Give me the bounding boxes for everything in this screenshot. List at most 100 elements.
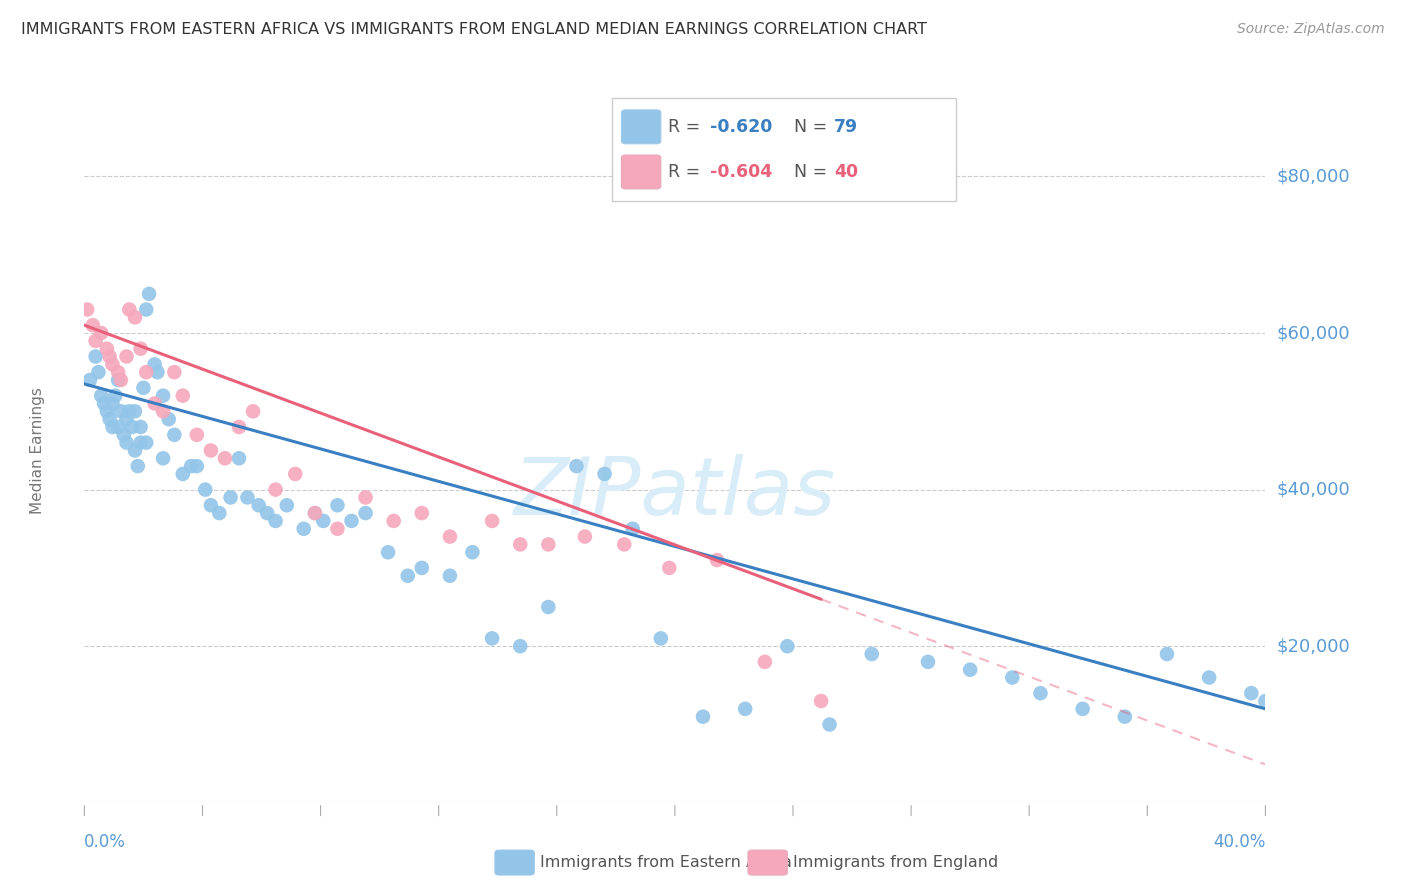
Point: [959, 663, 981, 677]
Point: [236, 491, 259, 505]
Point: [143, 396, 166, 410]
Point: [124, 310, 146, 325]
Point: [312, 514, 335, 528]
Point: [1156, 647, 1178, 661]
Point: [247, 498, 270, 512]
Text: N =: N =: [794, 163, 834, 181]
Point: [107, 373, 129, 387]
Point: [1001, 671, 1024, 685]
Point: [76, 302, 98, 317]
Point: [104, 389, 127, 403]
Point: [200, 443, 222, 458]
Point: [219, 491, 242, 505]
Point: [98, 412, 121, 426]
Point: [101, 420, 124, 434]
Point: [93, 396, 115, 410]
Point: [124, 404, 146, 418]
Point: [860, 647, 883, 661]
Point: [98, 350, 121, 364]
Point: [481, 514, 503, 528]
Point: [354, 491, 377, 505]
Point: [96, 404, 118, 418]
Point: [186, 459, 208, 474]
Point: [115, 435, 138, 450]
Point: [276, 498, 298, 512]
Text: 79: 79: [834, 118, 858, 136]
Point: [84, 334, 107, 348]
Point: [734, 702, 756, 716]
Point: [90, 389, 112, 403]
Point: [481, 632, 503, 646]
Point: [264, 483, 287, 497]
Point: [776, 639, 799, 653]
Point: [650, 632, 672, 646]
Point: [256, 506, 278, 520]
Point: [152, 404, 174, 418]
Point: [115, 412, 138, 426]
Point: [82, 318, 104, 333]
Text: 0.0%: 0.0%: [84, 833, 127, 851]
Point: [621, 522, 644, 536]
Point: [79, 373, 101, 387]
Point: [172, 467, 194, 481]
Point: [377, 545, 399, 559]
Point: [152, 389, 174, 403]
Point: [143, 357, 166, 371]
Point: [292, 522, 315, 536]
Point: [110, 373, 132, 387]
Point: [96, 342, 118, 356]
Point: [118, 404, 141, 418]
Point: [112, 427, 135, 442]
Point: [439, 530, 461, 544]
Point: [304, 506, 326, 520]
Text: 40.0%: 40.0%: [1213, 833, 1265, 851]
Point: [152, 451, 174, 466]
Text: N =: N =: [794, 118, 834, 136]
Point: [354, 506, 377, 520]
Point: [242, 404, 264, 418]
Text: ZIPatlas: ZIPatlas: [513, 454, 837, 532]
Point: [129, 420, 152, 434]
Point: [509, 537, 531, 551]
Text: $40,000: $40,000: [1277, 481, 1350, 499]
Point: [214, 451, 236, 466]
Text: R =: R =: [668, 118, 706, 136]
Point: [157, 412, 180, 426]
Point: [84, 350, 107, 364]
Point: [439, 568, 461, 582]
Point: [87, 365, 110, 379]
Text: -0.604: -0.604: [710, 163, 772, 181]
Point: [1240, 686, 1263, 700]
Point: [124, 443, 146, 458]
Text: Median Earnings: Median Earnings: [30, 387, 45, 514]
Point: [101, 396, 124, 410]
Point: [1254, 694, 1277, 708]
Point: [90, 326, 112, 340]
Text: $20,000: $20,000: [1277, 637, 1350, 656]
Point: [593, 467, 616, 481]
Point: [146, 365, 169, 379]
Point: [163, 427, 186, 442]
Point: [163, 365, 186, 379]
Point: [228, 420, 250, 434]
Point: [186, 427, 208, 442]
Point: [284, 467, 307, 481]
Point: [613, 537, 636, 551]
Point: [754, 655, 776, 669]
Point: [1029, 686, 1052, 700]
Point: [565, 459, 588, 474]
Text: $60,000: $60,000: [1277, 324, 1350, 342]
Point: [326, 522, 349, 536]
Point: [101, 357, 124, 371]
Text: R =: R =: [668, 163, 706, 181]
Text: $80,000: $80,000: [1277, 168, 1350, 186]
Point: [1114, 709, 1136, 723]
Point: [917, 655, 939, 669]
Point: [118, 302, 141, 317]
Text: Immigrants from Eastern Africa: Immigrants from Eastern Africa: [540, 855, 792, 870]
Point: [135, 365, 157, 379]
Text: Source: ZipAtlas.com: Source: ZipAtlas.com: [1237, 22, 1385, 37]
Point: [692, 709, 714, 723]
Point: [121, 420, 143, 434]
Point: [180, 459, 202, 474]
